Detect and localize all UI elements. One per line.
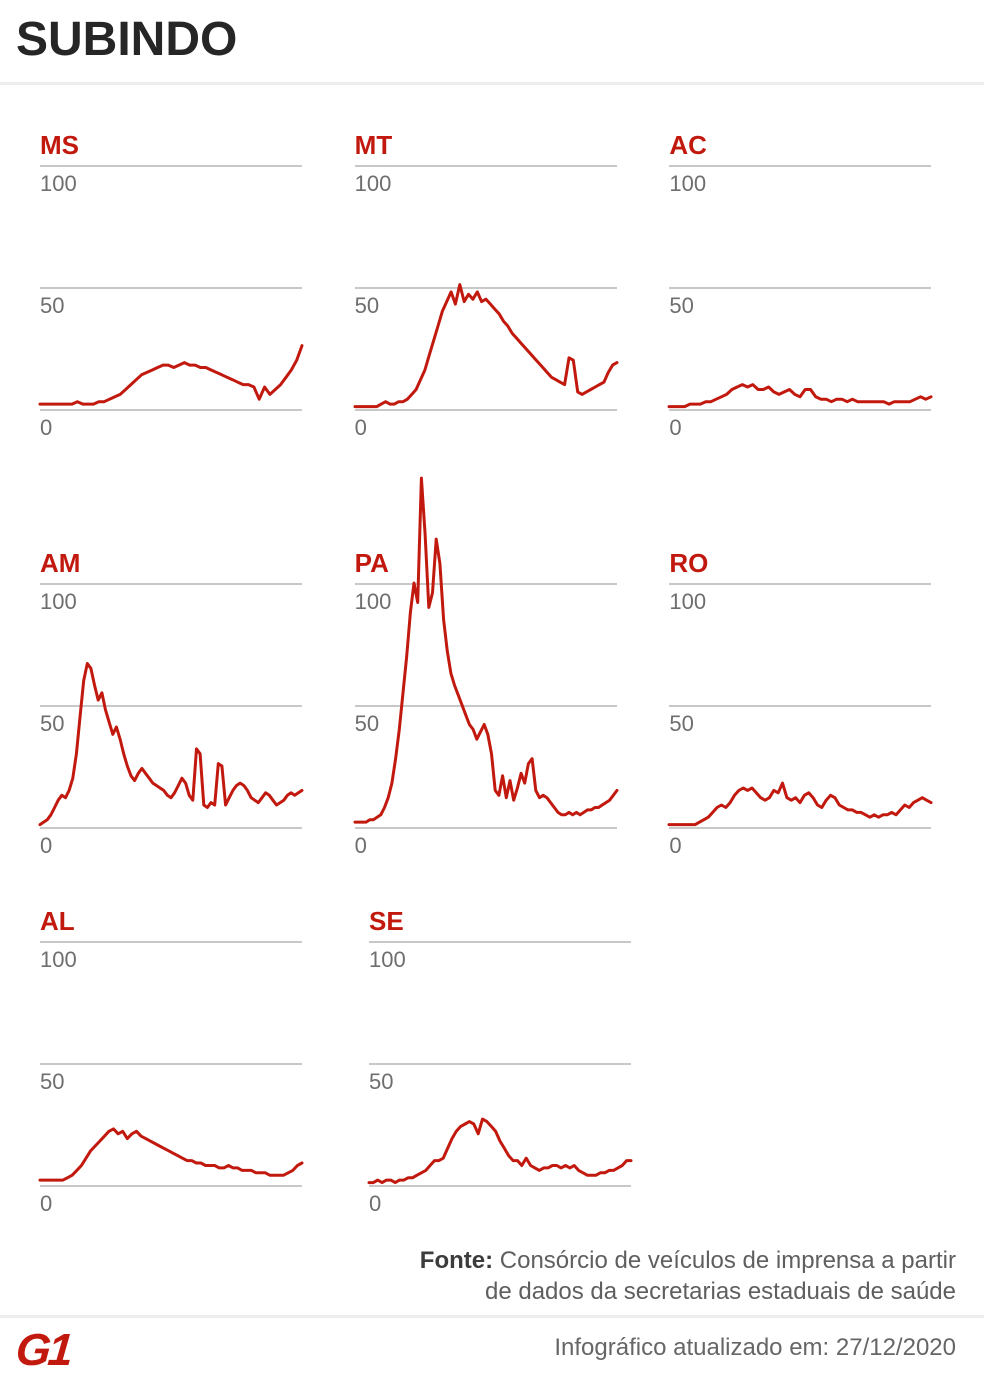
- line-chart: [38, 1127, 304, 1182]
- line-chart: [667, 383, 933, 409]
- y-tick-0: 0: [369, 1191, 382, 1216]
- chart-row-1: MS 100 50 0 MT 100 50 0: [38, 129, 984, 440]
- y-tick-100: 100: [669, 589, 707, 614]
- plot-area: 100 50 0: [38, 583, 304, 858]
- y-tick-0: 0: [40, 1191, 53, 1216]
- y-tick-0: 0: [669, 833, 682, 858]
- y-tick-50: 50: [669, 711, 694, 736]
- chart-ro: RO 100 50 0: [667, 547, 933, 858]
- chart-row-2: AM 100 50 0 PA 100 50 0: [38, 476, 984, 858]
- gridline-100: [369, 941, 631, 943]
- chart-se: SE 100 50 0: [367, 905, 633, 1216]
- gridline-0: [369, 1185, 631, 1187]
- y-tick-50: 50: [369, 1069, 394, 1094]
- line-chart: [353, 476, 619, 824]
- y-tick-100: 100: [40, 589, 77, 614]
- gridline-100: [354, 583, 617, 585]
- plot-area: 100 50 0: [353, 165, 619, 440]
- state-label: AC: [669, 130, 707, 160]
- charts-grid: MS 100 50 0 MT 100 50 0: [0, 129, 984, 1216]
- chart-mt: MT 100 50 0: [353, 129, 619, 440]
- y-tick-0: 0: [354, 833, 367, 858]
- y-tick-0: 0: [40, 833, 53, 858]
- chart-ms: MS 100 50 0: [38, 129, 304, 440]
- chart-am: AM 100 50 0: [38, 547, 304, 858]
- state-label: RO: [669, 548, 709, 578]
- source-label: Fonte:: [419, 1247, 494, 1274]
- gridline-0: [40, 1185, 302, 1187]
- updated-timestamp: Infográfico atualizado em: 27/12/2020: [554, 1334, 956, 1361]
- chart-pa: PA 100 50 0: [353, 476, 619, 858]
- y-tick-100: 100: [40, 171, 77, 196]
- y-tick-0: 0: [669, 415, 682, 440]
- y-tick-100: 100: [40, 947, 77, 972]
- line-chart: [38, 344, 304, 406]
- plot-area: 100 50 0: [367, 941, 633, 1216]
- footer-bar: G1 Infográfico atualizado em: 27/12/2020: [0, 1318, 984, 1375]
- gridline-50: [354, 705, 617, 707]
- gridline-50: [40, 287, 302, 289]
- y-tick-50: 50: [40, 1069, 65, 1094]
- chart-ac: AC 100 50 0: [667, 129, 933, 440]
- state-label: MS: [40, 130, 79, 160]
- y-tick-50: 50: [669, 293, 694, 318]
- y-tick-50: 50: [40, 711, 65, 736]
- plot-area: 100 50 0: [667, 165, 933, 440]
- source-line2: de dados da secretarias estaduais de saú…: [485, 1278, 956, 1305]
- y-tick-50: 50: [354, 293, 380, 318]
- y-tick-50: 50: [354, 711, 380, 736]
- gridline-0: [669, 827, 932, 829]
- gridline-100: [40, 583, 302, 585]
- y-tick-100: 100: [354, 171, 392, 196]
- chart-row-3: AL 100 50 0 SE 100 50 0: [38, 905, 984, 1216]
- line-chart: [367, 1117, 633, 1185]
- gridline-0: [40, 827, 302, 829]
- plot-area: 100 50 0: [667, 583, 933, 858]
- source-note: Fonte: Consórcio de veículos de imprensa…: [0, 1245, 984, 1307]
- gridline-100: [40, 941, 302, 943]
- gridline-50: [669, 287, 932, 289]
- plot-area: 100 50 0: [38, 165, 304, 440]
- g1-logo: G1: [13, 1324, 73, 1375]
- gridline-100: [669, 165, 932, 167]
- line-chart: [667, 781, 933, 827]
- state-label: PA: [354, 548, 389, 578]
- y-tick-0: 0: [354, 415, 367, 440]
- gridline-50: [40, 1063, 302, 1065]
- y-tick-100: 100: [369, 947, 406, 972]
- line-chart: [38, 662, 304, 827]
- gridline-100: [669, 583, 932, 585]
- gridline-0: [354, 827, 617, 829]
- y-tick-0: 0: [40, 415, 53, 440]
- y-tick-100: 100: [354, 589, 392, 614]
- gridline-100: [354, 165, 617, 167]
- gridline-50: [354, 287, 617, 289]
- plot-area: 100 50 0: [353, 476, 619, 858]
- header-divider: [0, 82, 984, 85]
- state-label: MT: [354, 130, 393, 160]
- state-label: SE: [369, 906, 404, 936]
- state-label: AM: [40, 548, 81, 578]
- gridline-100: [40, 165, 302, 167]
- gridline-50: [40, 705, 302, 707]
- source-line1: Consórcio de veículos de imprensa a part…: [499, 1247, 956, 1274]
- gridline-50: [369, 1063, 631, 1065]
- gridline-0: [354, 409, 617, 411]
- line-chart: [353, 283, 619, 409]
- y-tick-50: 50: [40, 293, 65, 318]
- gridline-0: [669, 409, 932, 411]
- plot-area: 100 50 0: [38, 941, 304, 1216]
- gridline-50: [669, 705, 932, 707]
- state-label: AL: [40, 906, 75, 936]
- footer-divider: [0, 1315, 984, 1318]
- chart-al: AL 100 50 0: [38, 905, 304, 1216]
- y-tick-100: 100: [669, 171, 707, 196]
- gridline-0: [40, 409, 302, 411]
- page-title: SUBINDO: [16, 13, 238, 66]
